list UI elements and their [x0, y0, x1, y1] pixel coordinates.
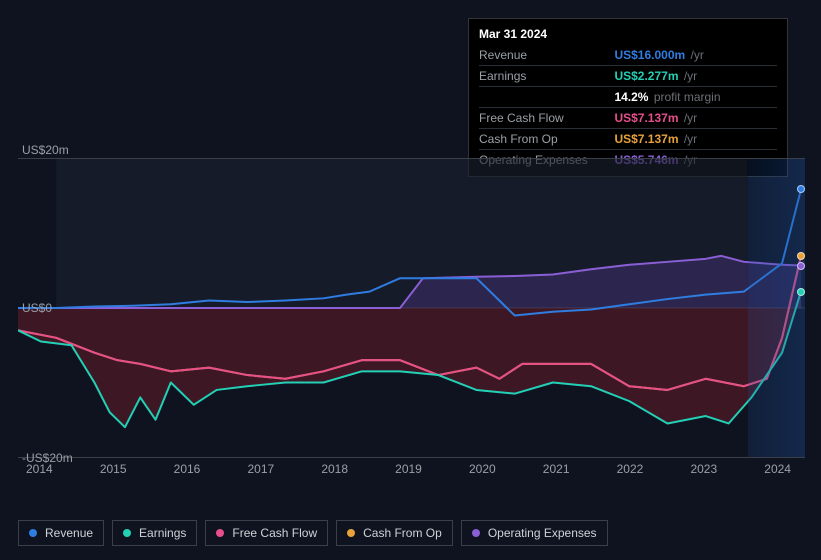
tooltip-metric-label: Revenue [479, 46, 614, 64]
legend-label: Operating Expenses [488, 526, 597, 540]
tooltip-row: EarningsUS$2.277m /yr [479, 66, 777, 87]
legend-dot-icon [29, 529, 37, 537]
x-tick: 2020 [469, 462, 496, 476]
y-axis-label-mid: US$0 [22, 301, 52, 315]
legend-dot-icon [347, 529, 355, 537]
legend-item-cfo[interactable]: Cash From Op [336, 520, 453, 546]
legend-label: Free Cash Flow [232, 526, 317, 540]
series-end-marker [797, 288, 805, 296]
y-axis-label-top: US$20m [22, 143, 69, 157]
tooltip-metric-label: Cash From Op [479, 130, 614, 148]
tooltip-metric-label [479, 88, 614, 106]
tooltip-metric-value: US$16.000m /yr [614, 46, 777, 64]
tooltip-metric-value: US$7.137m /yr [614, 130, 777, 148]
financials-chart: US$20m US$0 -US$20m 20142015201620172018… [18, 158, 805, 498]
tooltip-metric-value: 14.2% profit margin [614, 88, 777, 106]
tooltip-metric-value: US$7.137m /yr [614, 109, 777, 127]
legend-item-revenue[interactable]: Revenue [18, 520, 104, 546]
tooltip-row: RevenueUS$16.000m /yr [479, 45, 777, 66]
x-tick: 2018 [321, 462, 348, 476]
legend-item-fcf[interactable]: Free Cash Flow [205, 520, 328, 546]
x-axis: 2014201520162017201820192020202120222023… [18, 458, 805, 480]
legend-dot-icon [472, 529, 480, 537]
hover-tooltip: Mar 31 2024 RevenueUS$16.000m /yrEarning… [468, 18, 788, 177]
series-end-marker [797, 252, 805, 260]
chart-lines [18, 159, 805, 457]
tooltip-row: 14.2% profit margin [479, 87, 777, 108]
x-tick: 2017 [247, 462, 274, 476]
series-end-marker [797, 262, 805, 270]
tooltip-date: Mar 31 2024 [479, 25, 777, 43]
x-tick: 2022 [617, 462, 644, 476]
x-tick: 2024 [764, 462, 791, 476]
legend-label: Cash From Op [363, 526, 442, 540]
tooltip-metric-label: Earnings [479, 67, 614, 85]
x-tick: 2016 [174, 462, 201, 476]
x-tick: 2019 [395, 462, 422, 476]
tooltip-metric-label: Free Cash Flow [479, 109, 614, 127]
legend-dot-icon [216, 529, 224, 537]
tooltip-row: Free Cash FlowUS$7.137m /yr [479, 108, 777, 129]
legend-label: Revenue [45, 526, 93, 540]
x-tick: 2023 [690, 462, 717, 476]
series-end-marker [797, 185, 805, 193]
legend-label: Earnings [139, 526, 186, 540]
x-tick: 2015 [100, 462, 127, 476]
tooltip-row: Cash From OpUS$7.137m /yr [479, 129, 777, 150]
x-tick: 2021 [543, 462, 570, 476]
chart-legend: Revenue Earnings Free Cash Flow Cash From O… [18, 520, 608, 546]
chart-plot-area[interactable]: US$0 [18, 158, 805, 458]
legend-item-earnings[interactable]: Earnings [112, 520, 197, 546]
legend-item-opex[interactable]: Operating Expenses [461, 520, 608, 546]
tooltip-metric-value: US$2.277m /yr [614, 67, 777, 85]
legend-dot-icon [123, 529, 131, 537]
y-axis-label-bot: -US$20m [22, 451, 73, 465]
